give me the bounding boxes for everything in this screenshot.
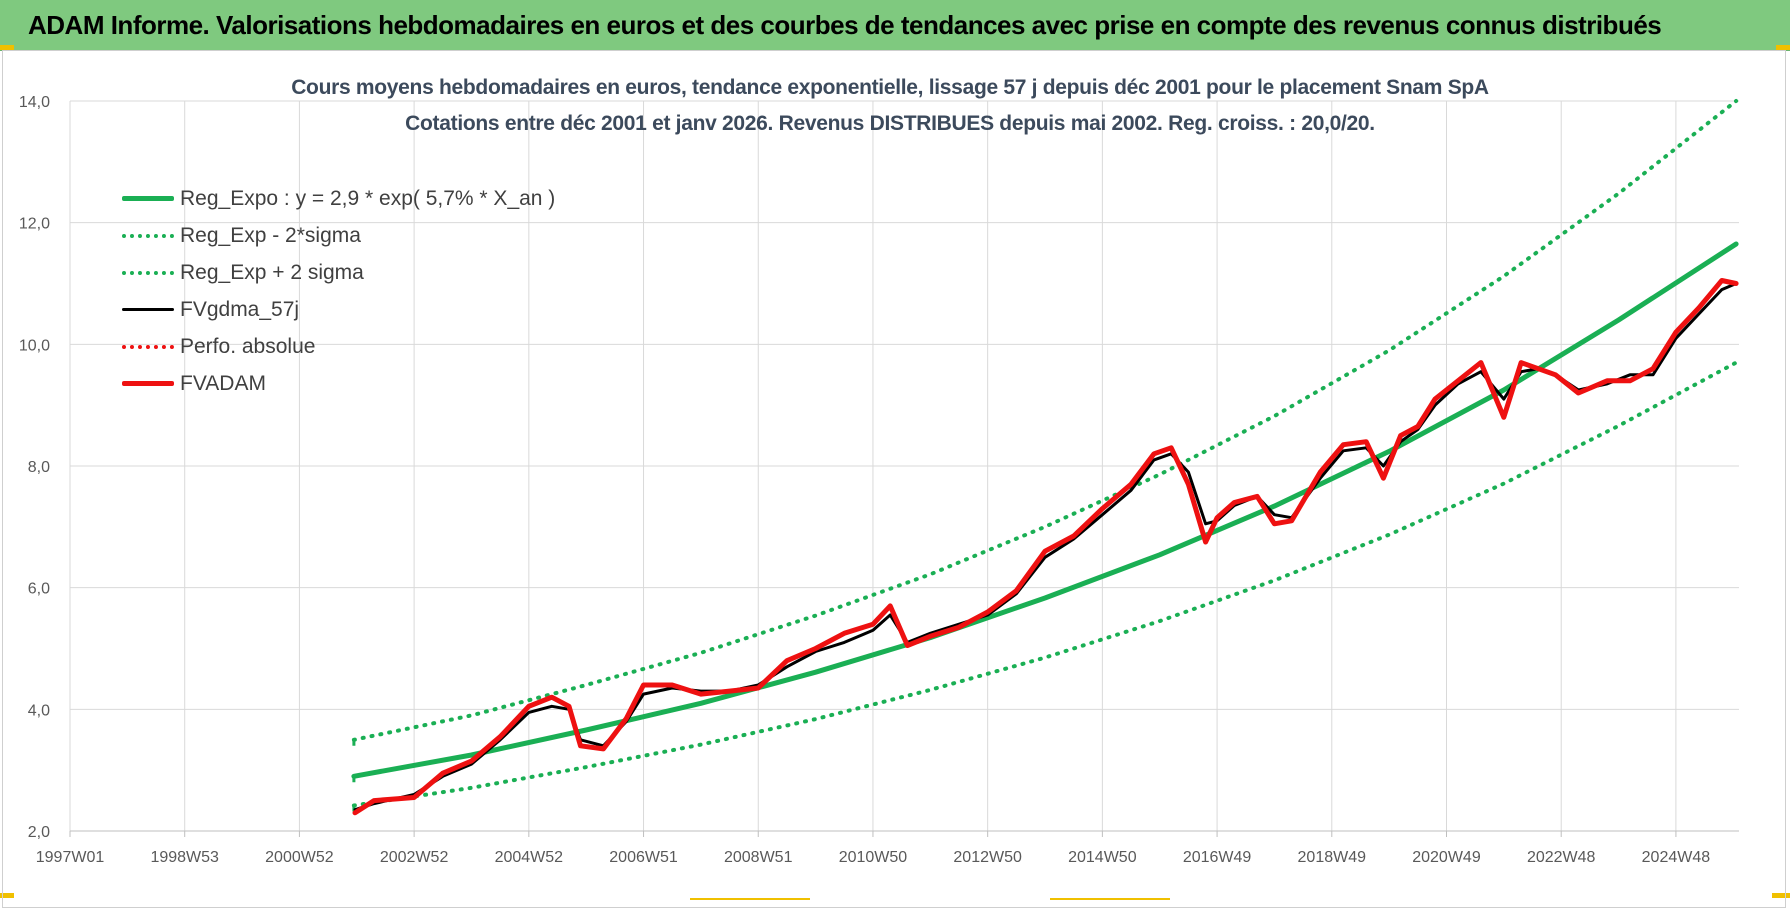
legend-swatch [122, 306, 174, 314]
legend-label: Reg_Exp - 2*sigma [180, 223, 361, 247]
x-tick-label: 2018W49 [1298, 849, 1367, 866]
legend-swatch [122, 232, 174, 240]
legend-item: Reg_Exp + 2 sigma [122, 254, 555, 291]
chart-frame [2, 50, 1786, 908]
x-tick-label: 2008W51 [724, 849, 793, 866]
series-line-1 [351, 360, 1739, 808]
y-tick-label: 4,0 [28, 702, 50, 719]
chart-subtitle: Cotations entre déc 2001 et janv 2026. R… [405, 112, 1375, 135]
x-tick-label: 2002W52 [380, 849, 449, 866]
legend-item: Perfo. absolue [122, 328, 555, 365]
series-line-3 [353, 282, 1738, 812]
selection-marker [1050, 898, 1170, 900]
x-tick-label: 1997W01 [36, 849, 105, 866]
x-tick-label: 2024W48 [1642, 849, 1711, 866]
chart-legend: Reg_Expo : y = 2,9 * exp( 5,7% * X_an ) R… [122, 180, 555, 402]
x-tick-label: 2014W50 [1068, 849, 1137, 866]
x-tick-label: 2016W49 [1183, 849, 1252, 866]
legend-label: Reg_Exp + 2 sigma [180, 260, 364, 284]
y-tick-label: 2,0 [28, 824, 50, 841]
x-tick-label: 1998W53 [150, 849, 219, 866]
legend-item: FVgdma_57j [122, 291, 555, 328]
y-tick-label: 6,0 [28, 581, 50, 598]
selection-marker [690, 898, 810, 900]
y-tick-label: 14,0 [19, 94, 50, 111]
series-line-2 [351, 99, 1739, 742]
y-tick-label: 12,0 [19, 216, 50, 233]
corner-marker [0, 45, 14, 50]
corner-marker [1776, 45, 1790, 50]
corner-marker [1772, 893, 1790, 898]
banner: ADAM Informe. Valorisations hebdomadaire… [0, 0, 1790, 51]
legend-swatch [122, 269, 174, 277]
legend-item: FVADAM [122, 365, 555, 402]
x-tick-label: 2010W50 [839, 849, 908, 866]
legend-label: FVADAM [180, 371, 266, 395]
legend-label: FVgdma_57j [180, 297, 300, 321]
series-line-5 [352, 278, 1739, 816]
x-tick-label: 2022W48 [1527, 849, 1596, 866]
x-tick-label: 2012W50 [953, 849, 1022, 866]
chart-title: Cours moyens hebdomadaires en euros, ten… [291, 76, 1489, 99]
x-tick-label: 2020W49 [1412, 849, 1481, 866]
x-tick-label: 2004W52 [495, 849, 564, 866]
y-tick-label: 10,0 [19, 337, 50, 354]
legend-label: Reg_Expo : y = 2,9 * exp( 5,7% * X_an ) [180, 186, 556, 210]
banner-title: ADAM Informe. Valorisations hebdomadaire… [28, 10, 1662, 40]
series-line-0 [351, 241, 1739, 779]
x-tick-label: 2006W51 [609, 849, 678, 866]
legend-swatch [122, 195, 174, 203]
y-tick-label: 8,0 [28, 459, 50, 476]
x-tick-label: 2000W52 [265, 849, 334, 866]
legend-item: Reg_Exp - 2*sigma [122, 217, 555, 254]
legend-item: Reg_Expo : y = 2,9 * exp( 5,7% * X_an ) [122, 180, 555, 217]
legend-swatch [122, 380, 174, 388]
corner-marker [0, 893, 14, 898]
legend-swatch [122, 343, 174, 351]
legend-label: Perfo. absolue [180, 334, 316, 358]
